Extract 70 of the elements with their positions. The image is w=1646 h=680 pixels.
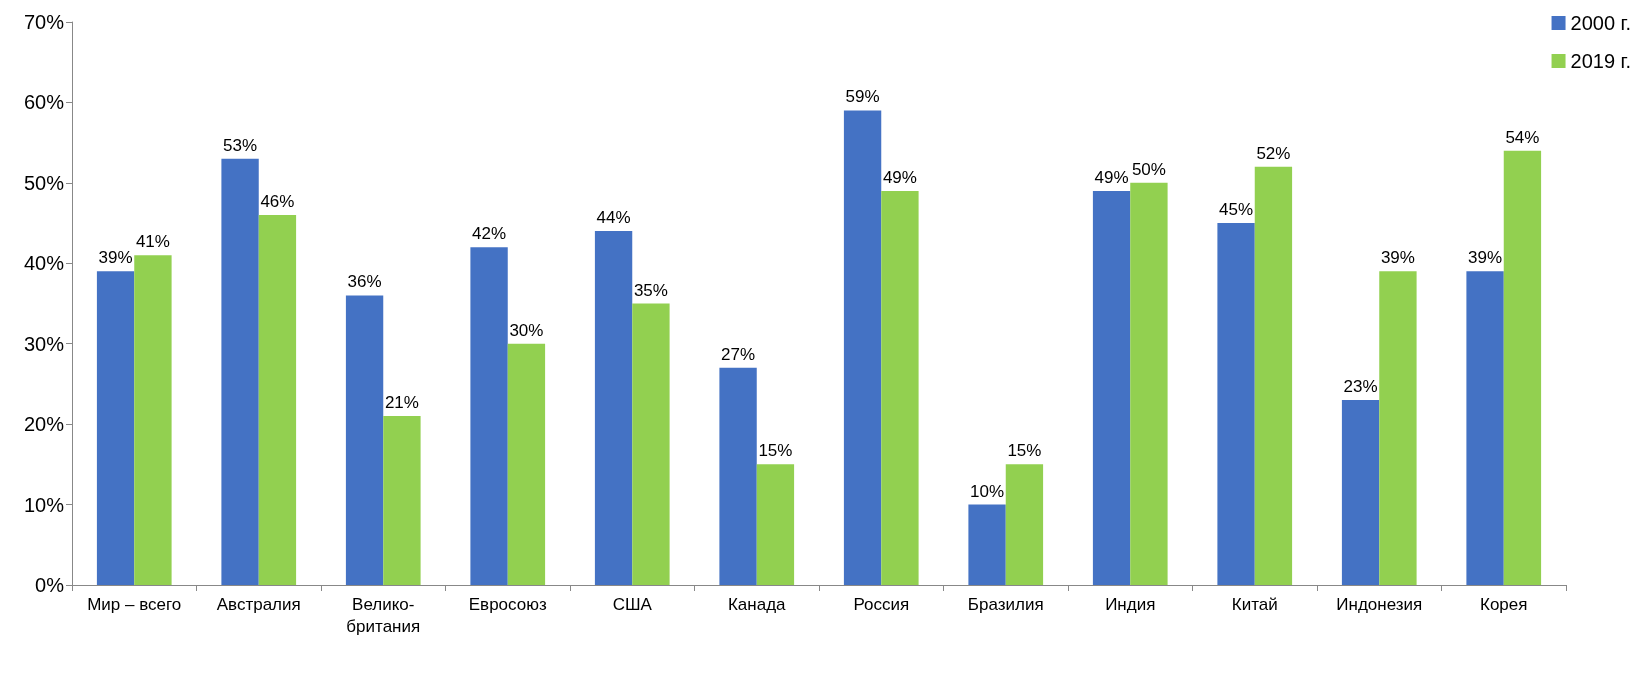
bar	[96, 271, 135, 585]
data-label: 49%	[882, 167, 917, 187]
bar	[756, 464, 795, 585]
x-tick-label: Россия	[853, 594, 910, 614]
bar	[1092, 190, 1131, 585]
x-tick-label: Китай	[1231, 594, 1278, 614]
x-tick-label: Евросоюз	[468, 594, 547, 614]
bar	[1217, 223, 1255, 585]
data-label: 52%	[1256, 143, 1291, 163]
data-label: 46%	[260, 192, 295, 212]
bar	[594, 231, 633, 585]
data-label: 30%	[509, 320, 544, 340]
bar	[1005, 464, 1044, 585]
bar	[345, 295, 384, 585]
bar	[1341, 400, 1380, 585]
x-tick-label: Мир – всего	[87, 594, 182, 614]
x-tick-label: США	[612, 594, 653, 614]
data-label: 45%	[1219, 200, 1254, 220]
bar	[1379, 271, 1417, 585]
data-label: 41%	[135, 232, 170, 252]
y-tick-label: 40%	[23, 252, 65, 275]
data-label: 35%	[633, 280, 668, 300]
y-tick-label: 70%	[23, 11, 65, 33]
bar	[1503, 150, 1542, 585]
data-label: 36%	[347, 272, 382, 292]
y-tick-label: 20%	[23, 413, 65, 436]
data-label: 15%	[1007, 441, 1042, 461]
data-label: 39%	[98, 248, 133, 268]
data-label: 49%	[1094, 167, 1129, 187]
x-tick-label: Канада	[727, 594, 787, 614]
y-tick-label: 60%	[23, 91, 65, 114]
bar	[1466, 271, 1504, 585]
data-label: 53%	[223, 135, 258, 155]
legend-label: 2019 г.	[1570, 50, 1632, 72]
data-label: 39%	[1468, 248, 1503, 268]
y-tick-label: 0%	[35, 574, 65, 596]
data-label: 59%	[845, 87, 880, 107]
legend-label: 2000 г.	[1570, 12, 1632, 34]
bar	[507, 343, 546, 585]
x-tick-label: Индия	[1105, 594, 1156, 614]
x-tick-label: Корея	[1480, 594, 1528, 614]
x-tick-label: Бразилия	[967, 594, 1044, 614]
bar	[843, 110, 882, 585]
data-label: 23%	[1343, 377, 1378, 397]
y-tick-label: 50%	[23, 171, 65, 194]
bar	[134, 255, 172, 585]
bar	[258, 215, 297, 585]
data-label: 50%	[1131, 159, 1166, 179]
x-tick-label: Велико- британия	[346, 594, 421, 636]
bar	[221, 158, 259, 585]
data-label: 44%	[596, 208, 631, 228]
bar	[632, 303, 670, 585]
x-tick-label: Индонезия	[1336, 594, 1423, 614]
data-label: 21%	[384, 393, 419, 413]
data-label: 15%	[758, 441, 793, 461]
y-tick-label: 10%	[23, 493, 65, 516]
data-label: 10%	[970, 481, 1005, 501]
data-label: 42%	[472, 224, 507, 244]
bar	[1254, 166, 1293, 585]
bar	[881, 190, 919, 585]
y-tick-label: 30%	[23, 332, 65, 355]
data-label: 54%	[1505, 127, 1540, 147]
bar	[1130, 182, 1168, 585]
x-tick-label: Австралия	[216, 594, 301, 614]
bar	[470, 247, 508, 585]
data-label: 39%	[1380, 248, 1415, 268]
bar	[719, 367, 757, 585]
bar	[968, 504, 1006, 585]
bar	[383, 416, 421, 585]
data-label: 27%	[721, 344, 756, 364]
